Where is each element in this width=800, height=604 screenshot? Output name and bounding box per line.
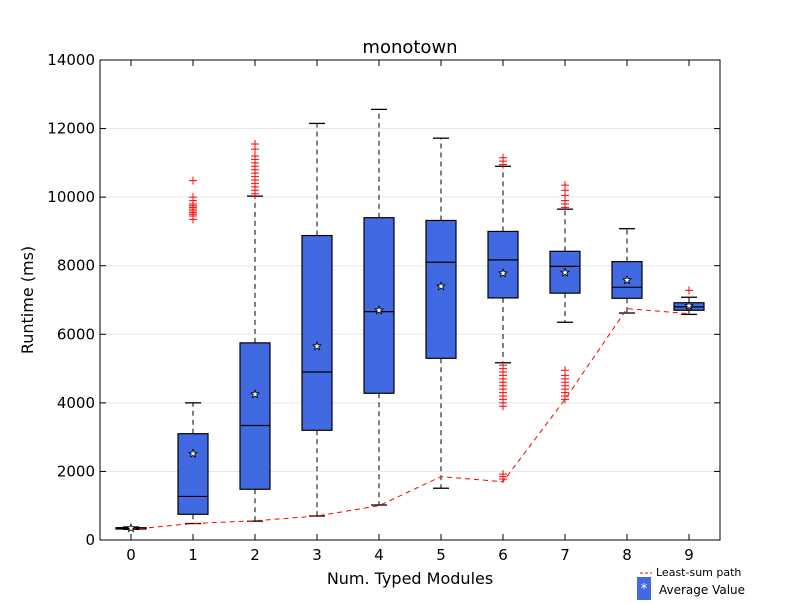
grid-lines <box>100 128 720 472</box>
outlier-point <box>499 361 507 370</box>
box-iqr <box>487 230 519 299</box>
x-tick-label: 1 <box>188 546 198 564</box>
least-sum-path <box>130 308 690 530</box>
average-marker <box>311 340 323 351</box>
outlier-point <box>499 153 507 162</box>
box-iqr <box>425 219 457 359</box>
box-iqr <box>177 433 209 515</box>
y-axis-label: Runtime (ms) <box>18 246 37 354</box>
y-tick-label: 0 <box>85 531 95 549</box>
x-tick-label: 5 <box>436 546 446 564</box>
average-marker <box>683 300 695 311</box>
y-tick-label: 4000 <box>57 394 95 412</box>
x-tick-label: 3 <box>312 546 322 564</box>
y-tick-label: 12000 <box>47 120 95 138</box>
x-tick-label: 8 <box>622 546 632 564</box>
outliers <box>189 140 693 483</box>
y-tick-label: 8000 <box>57 257 95 275</box>
x-tick-label: 7 <box>560 546 570 564</box>
legend-path-label: Least-sum path <box>656 566 741 579</box>
axis-ticks: 0 2000 4000 6000 8000 10000 12000 14000 0 1 2 3 4 5 6 7… <box>47 51 720 564</box>
x-tick-label: 4 <box>374 546 384 564</box>
outlier-point <box>189 193 197 202</box>
x-tick-label: 9 <box>684 546 694 564</box>
y-tick-label: 14000 <box>47 51 95 69</box>
outlier-point <box>251 140 259 148</box>
chart-title: monotown <box>362 37 457 58</box>
average-marker <box>373 304 385 315</box>
outlier-point <box>251 152 259 160</box>
legend-average-symbol: * <box>641 582 648 597</box>
least-sum-path-line <box>130 308 690 530</box>
outlier-point <box>189 176 197 185</box>
average-marker <box>435 280 447 291</box>
average-marker <box>497 267 509 278</box>
y-tick-label: 10000 <box>47 188 95 206</box>
y-tick-label: 6000 <box>57 325 95 343</box>
x-tick-label: 2 <box>250 546 260 564</box>
average-markers <box>125 267 695 533</box>
legend: Least-sum path * Average Value <box>637 566 745 600</box>
average-marker <box>621 274 633 285</box>
average-marker <box>125 522 137 533</box>
legend-average-label: Average Value <box>659 583 745 597</box>
outlier-point <box>561 366 569 375</box>
average-marker <box>187 448 199 458</box>
outlier-point <box>499 470 507 479</box>
legend-average-swatch <box>637 577 651 600</box>
outlier-point <box>561 181 569 190</box>
x-tick-label: 0 <box>126 546 136 564</box>
box-iqr <box>239 342 271 490</box>
average-marker <box>249 388 261 399</box>
x-tick-label: 6 <box>498 546 508 564</box>
average-marker <box>559 267 571 277</box>
x-axis-label: Num. Typed Modules <box>327 569 493 588</box>
plot-frame <box>99 59 721 541</box>
box-iqr <box>301 234 333 431</box>
y-tick-label: 2000 <box>57 462 95 480</box>
outlier-point <box>685 286 693 295</box>
